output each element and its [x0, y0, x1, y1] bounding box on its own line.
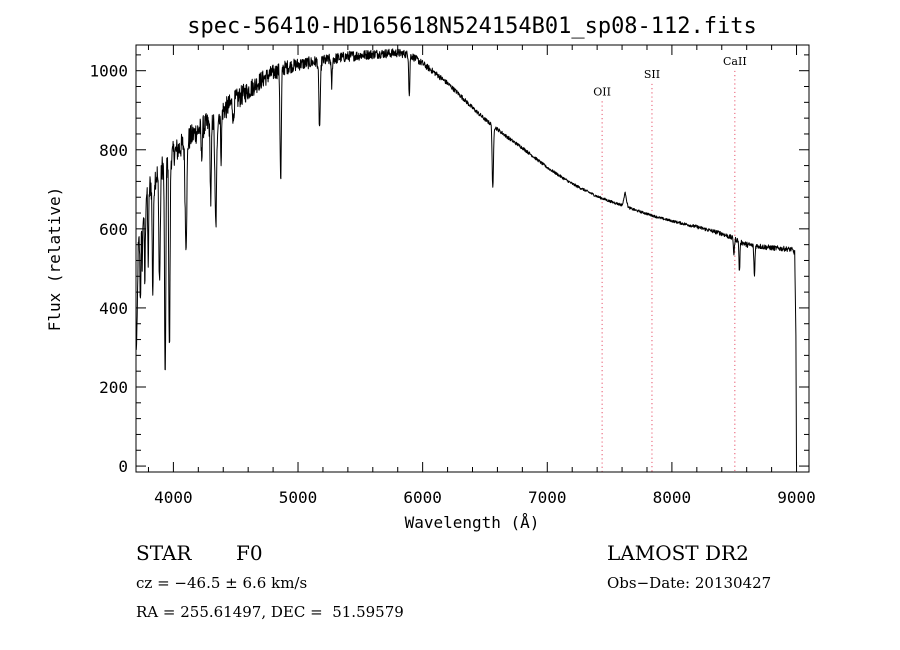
y-tick-label: 400 [99, 299, 128, 318]
x-tick-label: 4000 [154, 488, 193, 507]
subclass: F0 [236, 541, 263, 565]
y-tick-label: 1000 [89, 62, 128, 81]
axes: 4000 5000 6000 7000 8000 9000 0 200 400 600 800 100… [89, 44, 816, 507]
x-tick-label: 7000 [528, 488, 567, 507]
marker-label: SII [644, 68, 660, 81]
marker-label: CaII [723, 55, 747, 68]
y-tick-label: 600 [99, 220, 128, 239]
coordinates-readout: RA = 255.61497, DEC = 51.59579 [136, 603, 404, 621]
x-axis-label: Wavelength (Å) [405, 513, 540, 532]
spectrum-line [135, 48, 797, 467]
x-tick-label: 5000 [279, 488, 318, 507]
y-tick-label: 200 [99, 378, 128, 397]
x-tick-label: 6000 [403, 488, 442, 507]
velocity-readout: cz = −46.5 ± 6.6 km/s [136, 574, 308, 592]
marker-label: OII [593, 85, 611, 98]
x-tick-label: 8000 [653, 488, 692, 507]
y-axis-label: Flux (relative) [45, 187, 64, 332]
line-markers: OII SII CaII [593, 55, 747, 472]
chart-title: spec-56410-HD165618N524154B01_sp08-112.f… [187, 14, 757, 39]
y-tick-label: 0 [118, 457, 128, 476]
object-class: STAR [136, 541, 192, 565]
y-tick-label: 800 [99, 141, 128, 160]
x-tick-label: 9000 [777, 488, 816, 507]
survey-label: LAMOST DR2 [607, 541, 749, 565]
obs-date: Obs−Date: 20130427 [607, 574, 772, 592]
